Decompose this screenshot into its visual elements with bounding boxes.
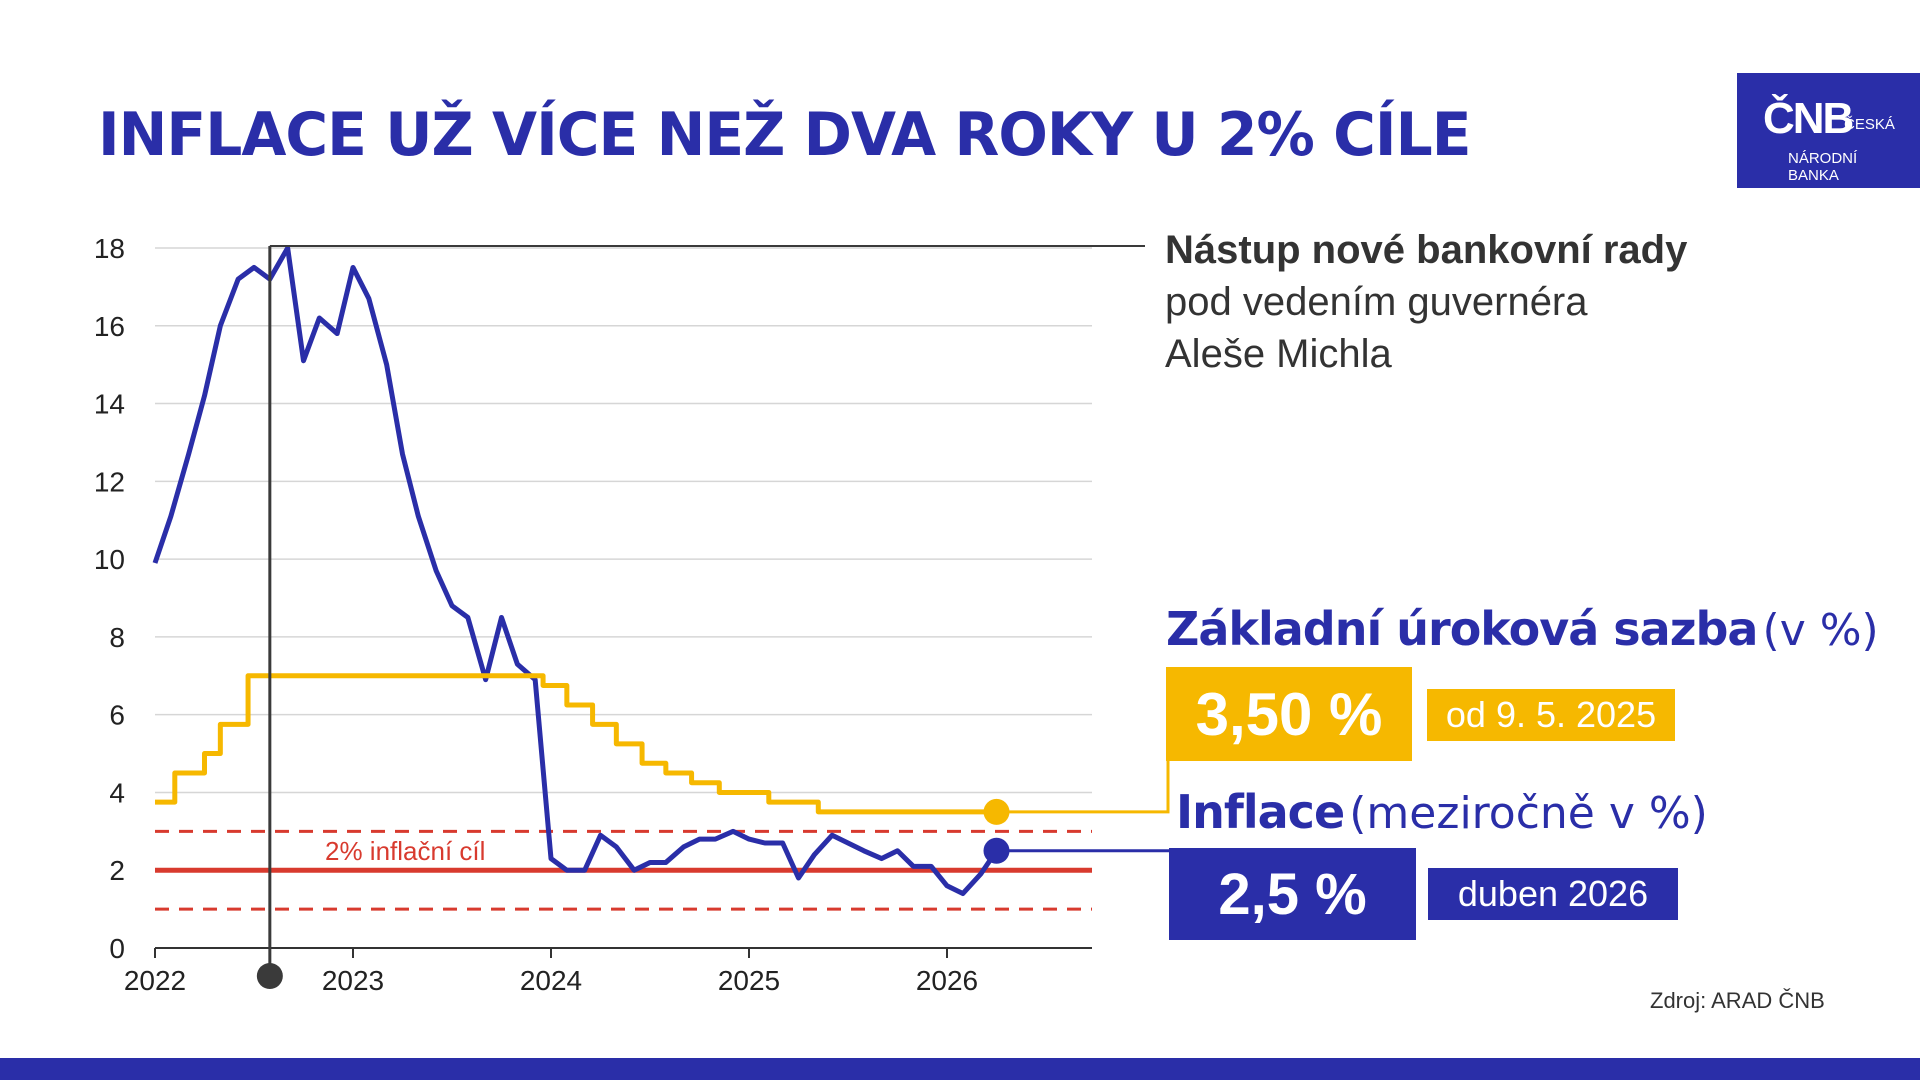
footer-bar: [0, 1058, 1920, 1080]
source-note: Zdroj: ARAD ČNB: [1650, 988, 1825, 1013]
inflation-leader-line: [996, 849, 1172, 853]
logo-line1: ČESKÁ: [1844, 116, 1895, 133]
rate-heading: Základní úroková sazba (v %): [1166, 602, 1879, 656]
inflation-date-badge: duben 2026: [1428, 868, 1678, 920]
board-annotation: Nástup nové bankovní rady pod vedením gu…: [1165, 224, 1687, 380]
rate-heading-label: Základní úroková sazba: [1166, 602, 1758, 656]
rate-leader-line: [996, 760, 1170, 814]
rate-date-badge: od 9. 5. 2025: [1427, 689, 1675, 741]
inflation-heading-label: Inflace: [1176, 785, 1345, 839]
rate-value-badge: 3,50 %: [1166, 667, 1412, 761]
series-line-rate: [155, 673, 997, 815]
y-tick-label: 10: [94, 544, 125, 575]
y-tick-label: 14: [94, 389, 125, 420]
y-tick-label: 2: [109, 855, 125, 886]
x-tick-label: 2025: [718, 965, 780, 996]
y-tick-label: 8: [109, 622, 125, 653]
annotation-line3: Aleše Michla: [1165, 332, 1392, 376]
y-tick-label: 16: [94, 311, 125, 342]
event-marker-dot: [256, 963, 283, 989]
cnb-logo: ČNB ČESKÁ NÁRODNÍ BANKA: [1737, 73, 1920, 188]
y-tick-label: 18: [94, 233, 125, 264]
annotation-bold: Nástup nové bankovní rady: [1165, 228, 1688, 272]
logo-lines: NÁRODNÍ BANKA: [1788, 150, 1857, 184]
inflation-heading: Inflace (meziročně v %): [1176, 785, 1708, 839]
y-tick-label: 0: [109, 933, 125, 964]
series-line-inflation: [152, 245, 999, 897]
y-axis-ticks: 0 2 4 6 8 10 12 14 16 18: [94, 233, 125, 964]
logo-line3: BANKA: [1788, 167, 1839, 184]
x-tick-label: 2022: [124, 965, 186, 996]
x-axis-ticks: 2022 2023 2024 2025 2026: [124, 947, 1092, 996]
annotation-line2: pod vedením guvernéra: [1165, 280, 1588, 324]
event-marker: [256, 245, 1145, 989]
leader-lines: [996, 760, 1172, 853]
target-label: 2% inflační cíl: [325, 836, 485, 866]
y-tick-label: 12: [94, 466, 125, 497]
inflation-value-badge: 2,5 %: [1169, 848, 1416, 940]
logo-line2: NÁRODNÍ: [1788, 150, 1858, 167]
rate-heading-unit: (v %): [1762, 605, 1879, 656]
chart-series: [152, 245, 1010, 897]
x-tick-label: 2026: [916, 965, 978, 996]
inflation-heading-unit: (meziročně v %): [1349, 788, 1708, 839]
y-tick-label: 4: [109, 777, 125, 808]
y-tick-label: 6: [109, 700, 125, 731]
x-tick-label: 2024: [520, 965, 582, 996]
x-tick-label: 2023: [322, 965, 384, 996]
chart-gridlines: [155, 247, 1092, 871]
page-title: INFLACE UŽ VÍCE NEŽ DVA ROKY U 2% CÍLE: [98, 100, 1471, 170]
logo-mark: ČNB: [1763, 94, 1854, 143]
inflation-target: 2% inflační cíl: [155, 829, 1092, 911]
